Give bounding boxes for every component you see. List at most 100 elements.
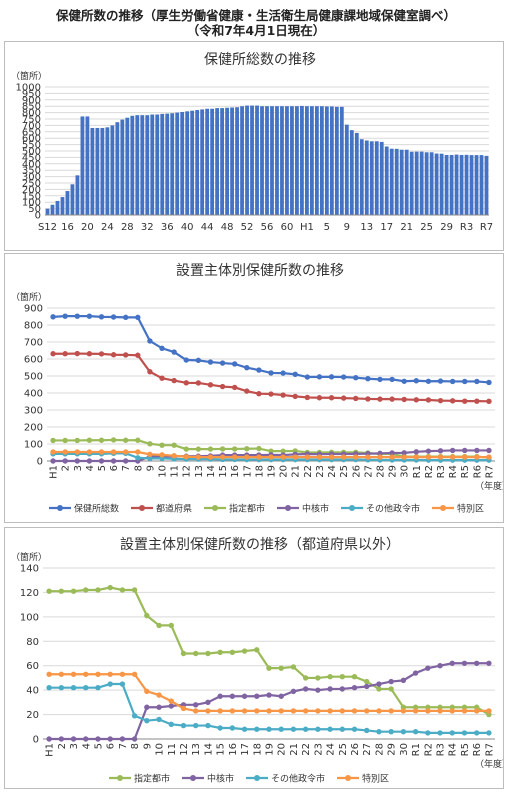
x-tick-label: H1 <box>45 743 56 757</box>
data-point <box>241 693 248 699</box>
bar <box>339 106 344 215</box>
data-point <box>98 314 105 320</box>
data-point <box>413 454 419 460</box>
legend-marker <box>57 505 63 511</box>
data-point <box>195 357 202 364</box>
bar <box>439 153 444 215</box>
total-bar-chart: 保健所総数の推移05010015020025030035040045050055… <box>11 52 493 233</box>
data-point <box>123 458 129 464</box>
y-tick-label: 200 <box>22 185 41 196</box>
data-point <box>168 703 174 709</box>
bar <box>295 106 299 215</box>
data-point <box>74 313 80 319</box>
x-tick-label: 15 <box>216 743 227 756</box>
bar <box>175 112 180 215</box>
data-point <box>231 384 238 391</box>
x-tick-label: 40 <box>181 222 194 233</box>
data-point <box>241 708 248 714</box>
data-point <box>425 448 432 454</box>
x-tick-label: 9 <box>344 222 350 233</box>
legend-marker <box>117 775 123 781</box>
x-tick-label: 18 <box>254 465 265 478</box>
x-tick-label: 19 <box>267 465 278 478</box>
data-point <box>473 708 480 714</box>
legend-marker <box>285 505 291 511</box>
data-point <box>486 708 492 714</box>
data-point <box>229 708 236 714</box>
data-point <box>46 671 52 677</box>
x-tick-label: 2 <box>61 465 72 471</box>
x-tick-label: 12 <box>182 465 193 478</box>
y-tick-label: 100 <box>20 612 39 623</box>
x-tick-label: R3 <box>436 465 447 478</box>
y-tick-label: 250 <box>22 179 41 190</box>
data-point <box>193 722 199 729</box>
bar <box>344 124 349 215</box>
bar <box>354 132 359 215</box>
data-point <box>377 454 383 460</box>
data-point <box>364 708 370 714</box>
data-point <box>62 313 68 319</box>
bar <box>60 197 65 215</box>
data-point <box>131 587 138 593</box>
y-tick-label: 50 <box>28 204 41 215</box>
data-point <box>159 452 165 458</box>
bar <box>230 107 234 215</box>
data-point <box>400 708 407 714</box>
data-point <box>110 458 117 464</box>
data-point <box>74 437 80 444</box>
data-point <box>449 730 455 736</box>
data-point <box>147 338 153 344</box>
data-point <box>171 377 177 384</box>
data-point <box>364 683 370 690</box>
data-point <box>193 650 199 657</box>
data-point <box>168 721 174 728</box>
x-tick-label: 17 <box>242 465 253 478</box>
bar <box>419 151 424 215</box>
data-point <box>144 612 150 619</box>
data-point <box>316 395 323 401</box>
data-point <box>131 671 138 677</box>
data-point <box>302 726 309 732</box>
data-point <box>304 454 311 460</box>
data-point <box>340 395 347 401</box>
bar <box>270 106 274 215</box>
data-point <box>315 675 321 681</box>
x-tick-label: 26 <box>350 743 361 756</box>
data-point <box>207 382 214 388</box>
data-point <box>180 722 187 729</box>
x-tick-label: R1 <box>412 465 423 478</box>
x-tick-label: 12 <box>179 743 190 756</box>
bar <box>424 152 429 215</box>
data-point <box>437 708 443 714</box>
data-point <box>207 446 214 452</box>
data-point <box>217 649 223 655</box>
y-axis-label: （箇所） <box>11 70 47 82</box>
data-point <box>83 671 89 677</box>
x-tick-label: 21 <box>291 465 302 478</box>
legend-label: 保健所総数 <box>74 503 119 515</box>
data-point <box>437 448 444 454</box>
x-tick-label: 60 <box>281 222 294 233</box>
data-point <box>340 454 347 460</box>
x-tick-label: H1 <box>49 465 60 479</box>
bar <box>85 116 90 215</box>
y-tick-label: 80 <box>26 637 39 648</box>
data-point <box>205 708 211 714</box>
y-tick-label: 140 <box>20 564 39 575</box>
x-tick-label: 13 <box>194 465 205 478</box>
x-tick-label: 24 <box>101 222 114 233</box>
data-point <box>437 378 444 384</box>
data-point <box>195 380 202 386</box>
data-point <box>437 663 443 669</box>
data-point <box>183 446 189 452</box>
data-point <box>412 708 419 714</box>
bar <box>120 119 125 215</box>
legend-label: その他政令市 <box>271 773 325 785</box>
data-point <box>144 717 150 724</box>
data-point <box>70 671 77 677</box>
data-point <box>266 708 272 714</box>
bar <box>324 106 329 215</box>
x-tick-label: 5 <box>324 222 330 233</box>
y-tick-label: 40 <box>26 686 39 697</box>
